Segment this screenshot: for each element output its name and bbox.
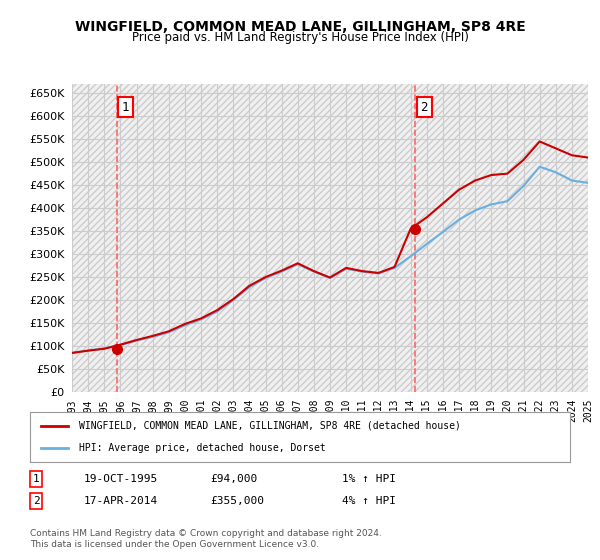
Text: WINGFIELD, COMMON MEAD LANE, GILLINGHAM, SP8 4RE (detached house): WINGFIELD, COMMON MEAD LANE, GILLINGHAM,… bbox=[79, 421, 460, 431]
Text: HPI: Average price, detached house, Dorset: HPI: Average price, detached house, Dors… bbox=[79, 443, 325, 453]
Text: 17-APR-2014: 17-APR-2014 bbox=[84, 496, 158, 506]
Text: 19-OCT-1995: 19-OCT-1995 bbox=[84, 474, 158, 484]
Text: Price paid vs. HM Land Registry's House Price Index (HPI): Price paid vs. HM Land Registry's House … bbox=[131, 31, 469, 44]
Text: 2: 2 bbox=[420, 101, 428, 114]
Text: £355,000: £355,000 bbox=[210, 496, 264, 506]
Text: 4% ↑ HPI: 4% ↑ HPI bbox=[342, 496, 396, 506]
Text: 1: 1 bbox=[122, 101, 130, 114]
Text: WINGFIELD, COMMON MEAD LANE, GILLINGHAM, SP8 4RE: WINGFIELD, COMMON MEAD LANE, GILLINGHAM,… bbox=[74, 20, 526, 34]
Text: £94,000: £94,000 bbox=[210, 474, 257, 484]
Text: Contains HM Land Registry data © Crown copyright and database right 2024.
This d: Contains HM Land Registry data © Crown c… bbox=[30, 529, 382, 549]
Text: 1% ↑ HPI: 1% ↑ HPI bbox=[342, 474, 396, 484]
Text: 2: 2 bbox=[32, 496, 40, 506]
Text: 1: 1 bbox=[32, 474, 40, 484]
